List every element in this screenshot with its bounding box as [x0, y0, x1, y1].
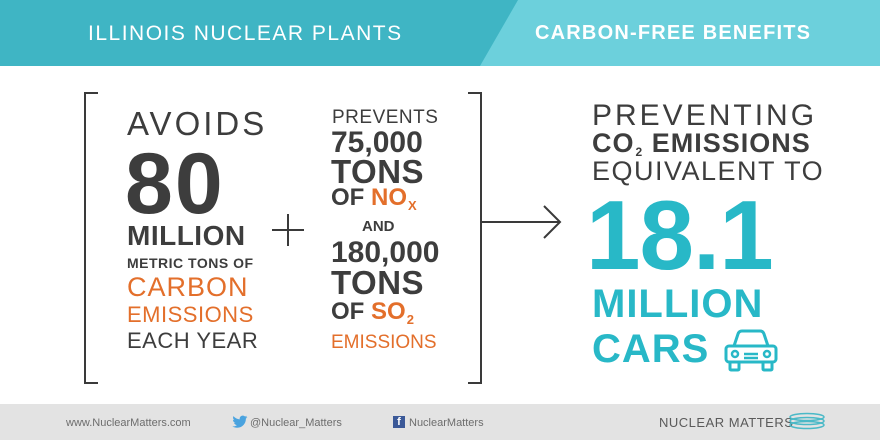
and-label: AND — [362, 218, 395, 235]
equivalent-co2-line: CO2 EMISSIONS — [592, 128, 811, 159]
co2-subscript: 2 — [635, 145, 644, 159]
equivalent-line3: EQUIVALENT TO — [592, 156, 825, 186]
so2-of: OF — [331, 298, 365, 325]
nox-subscript: X — [408, 198, 417, 213]
footer-facebook-link[interactable]: NuclearMatters — [409, 417, 484, 429]
twitter-icon — [232, 415, 248, 428]
carbon-period: EACH YEAR — [127, 328, 259, 353]
arrow-right-icon — [482, 205, 562, 239]
header-title: ILLINOIS NUCLEAR PLANTS — [88, 22, 403, 45]
car-icon — [724, 329, 778, 372]
so2-emissions: EMISSIONS — [331, 332, 437, 353]
footer-bar: www.NuclearMatters.com @Nuclear_Matters … — [0, 404, 880, 440]
nox-amount: 75,000 — [331, 126, 423, 159]
header-subtitle: CARBON-FREE BENEFITS — [535, 22, 812, 44]
plus-icon — [272, 214, 304, 246]
nox-line: OF NOX — [331, 184, 417, 213]
cars-amount: 18.1 — [586, 180, 774, 290]
so2-name-text: SO — [371, 298, 406, 325]
cars-label: CARS — [592, 327, 710, 371]
so2-name: SO2 — [371, 298, 414, 327]
nox-name-text: NO — [371, 184, 407, 211]
so2-amount: 180,000 — [331, 236, 440, 269]
facebook-icon: f — [393, 416, 405, 428]
carbon-amount: 80 — [125, 136, 225, 232]
co2-label: CO — [592, 128, 635, 158]
other-verb: PREVENTS — [332, 107, 439, 128]
equivalent-line1: PREVENTING — [592, 99, 818, 132]
so2-tons: TONS — [331, 264, 425, 301]
nox-tons: TONS — [331, 153, 425, 190]
brand-name: NUCLEAR MATTERS — [659, 415, 794, 430]
cars-unit: MILLION — [592, 282, 764, 326]
header-right-panel — [480, 0, 880, 66]
carbon-verb: AVOIDS — [127, 105, 268, 142]
header-banner: ILLINOIS NUCLEAR PLANTS CARBON-FREE BENE… — [0, 0, 880, 66]
carbon-unit: MILLION — [127, 220, 246, 251]
carbon-substance: CARBON — [127, 272, 249, 302]
so2-subscript: 2 — [406, 312, 414, 327]
so2-line: OF SO2 — [331, 298, 414, 327]
nuclear-matters-logo-icon — [789, 412, 825, 430]
header-left-panel — [0, 0, 520, 66]
co2-emissions: EMISSIONS — [651, 128, 811, 158]
nox-of: OF — [331, 184, 365, 211]
footer-twitter-link[interactable]: @Nuclear_Matters — [250, 417, 342, 429]
right-bracket — [468, 92, 482, 384]
nox-name: NOX — [371, 184, 417, 213]
carbon-emissions: EMISSIONS — [127, 302, 254, 327]
footer-website-link[interactable]: www.NuclearMatters.com — [66, 417, 191, 429]
left-bracket — [84, 92, 98, 384]
carbon-descriptor: METRIC TONS OF — [127, 255, 254, 271]
